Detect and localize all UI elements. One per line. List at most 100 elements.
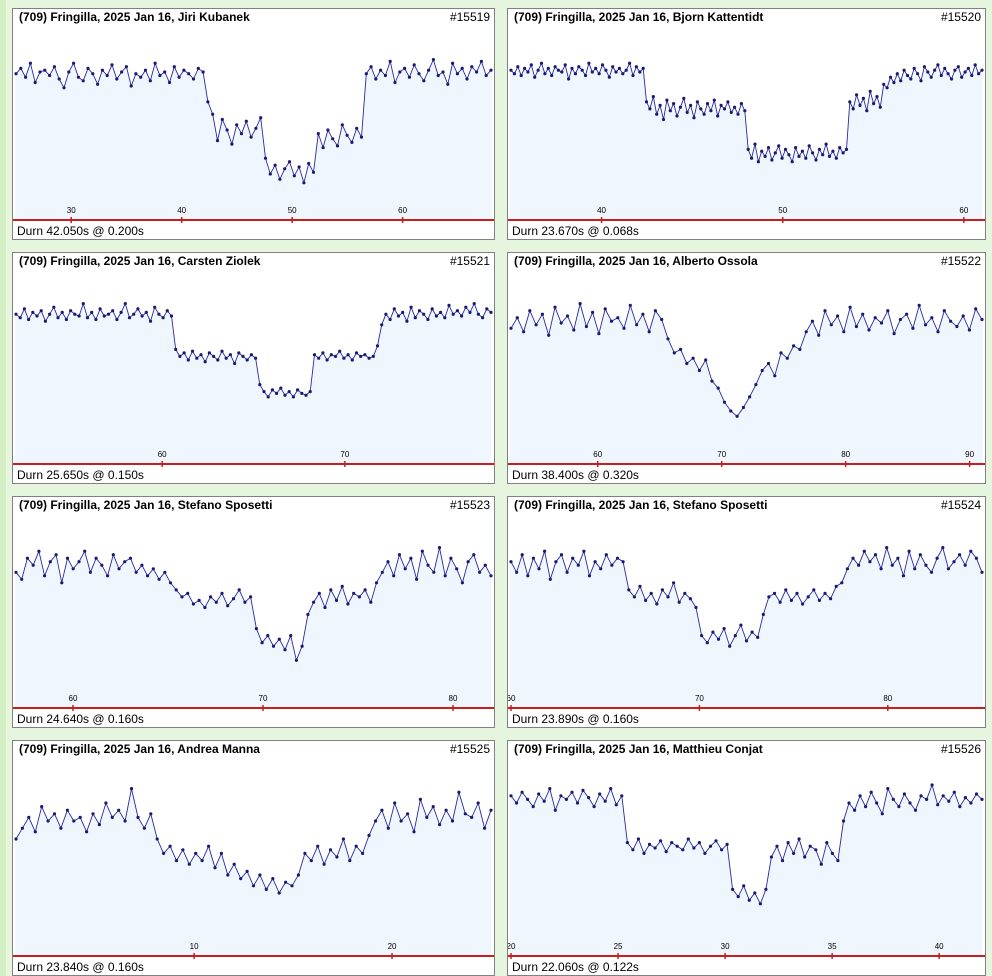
data-point [191,77,196,81]
data-point [647,842,652,846]
data-point [48,312,52,316]
data-point [592,805,596,809]
data-point [628,303,632,307]
data-point [148,79,152,83]
data-point [695,100,699,104]
data-point [460,314,464,318]
data-point [412,830,416,834]
lightcurve-chart: 60 70 80 [508,545,985,711]
duration-label: Durn 42.050s @ 0.200s [17,224,144,238]
duration-label: Durn 24.640s @ 0.160s [17,712,144,726]
data-point [540,312,544,316]
data-point [735,414,739,418]
data-point [354,844,358,848]
data-point [374,581,379,585]
data-point [766,146,771,150]
data-point [100,68,104,72]
data-point [627,588,631,592]
data-point [848,100,852,104]
data-point [743,109,747,113]
data-point [172,65,176,69]
data-point [775,844,779,848]
x-tick-label: 80 [883,694,892,703]
data-point [829,597,833,601]
data-point [803,855,807,859]
data-point [603,307,607,311]
x-tick-label: 80 [449,694,458,703]
data-point [930,783,934,787]
data-point [974,307,978,311]
data-point [88,570,92,574]
data-point [537,792,541,796]
data-point [526,574,530,578]
data-point [665,98,669,102]
data-point [254,356,258,360]
data-point [106,574,110,578]
data-point [848,305,852,309]
data-point [348,859,352,863]
data-point [278,177,282,181]
data-point [834,156,838,160]
lightcurve-panel: 10 20 (709) Fringilla, 2025 Jan 16, Andrea… [12,740,495,976]
data-point [443,316,447,320]
data-point [546,66,550,70]
data-point [478,570,482,574]
data-point [907,549,911,553]
data-point [331,137,335,141]
data-point [913,808,918,812]
data-point [422,79,426,83]
data-point [33,830,37,834]
data-point [317,591,321,595]
data-point [739,102,743,106]
data-point [196,66,200,70]
x-tick-label: 70 [717,450,726,459]
data-point [819,862,823,866]
data-point [140,314,144,318]
data-point [553,65,557,69]
data-point [71,567,75,571]
area-fill [16,547,491,708]
data-point [559,553,564,557]
data-point [259,116,263,120]
lightcurve-panel: 40 50 60 (709) Fringilla, 2025 Jan 16, Bjor… [507,8,986,240]
data-point [942,309,946,313]
data-point [277,637,281,641]
data-point [455,72,459,76]
data-point [388,59,392,64]
data-point [956,65,960,69]
data-point [455,309,459,313]
data-point [912,66,916,70]
data-point [969,549,973,553]
data-point [398,70,402,74]
data-point [930,316,934,320]
data-point [824,142,828,146]
data-point [607,75,611,79]
data-point [258,873,262,877]
observation-id: #15520 [940,10,981,24]
data-point [140,563,144,567]
data-point [350,140,354,144]
data-point [341,837,345,841]
data-point [660,317,664,322]
data-point [522,330,526,334]
data-point [664,850,668,854]
data-point [729,110,733,114]
data-point [565,314,570,318]
data-point [155,837,159,841]
x-tick-label: 20 [508,942,516,951]
data-point [700,634,704,638]
data-point [201,70,205,74]
data-point [810,319,814,323]
data-point [952,790,956,794]
data-point [312,353,317,357]
data-point [309,859,313,863]
data-point [599,567,603,571]
data-point [929,75,933,79]
data-point [653,846,657,850]
data-point [239,877,243,881]
area-fill [511,303,982,464]
data-point [620,794,624,798]
data-point [355,126,359,130]
data-point [736,112,740,116]
data-point [27,815,31,819]
